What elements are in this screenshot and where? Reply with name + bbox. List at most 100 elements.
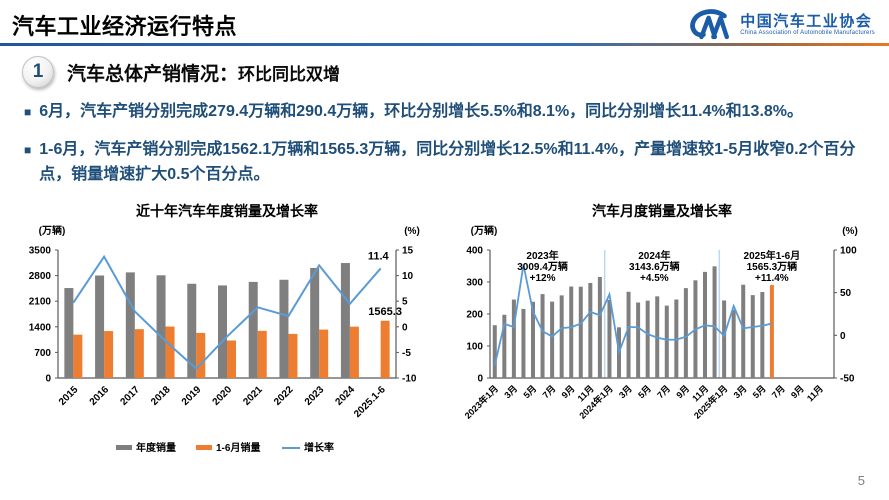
annual-sales-chart-canvas: 近十年汽车年度销量及增长率 (万辆) (%) 0 700 1400 2100 2800 3500… [29, 203, 420, 454]
bullet-item: ■ 1-6月，汽车产销分别完成1562.1万辆和1565.3万辆，同比分别增长1… [24, 138, 873, 188]
annual-sales-chart: 近十年汽车年度销量及增长率 (万辆) (%) 0 700 1400 2100 2800 3500… [4, 200, 446, 463]
bars-group [64, 263, 390, 379]
svg-text:1565.3万辆: 1565.3万辆 [747, 260, 798, 273]
svg-text:5月: 5月 [636, 384, 653, 401]
svg-text:2021: 2021 [241, 384, 265, 408]
growth-line-series [493, 264, 773, 366]
svg-text:2018: 2018 [149, 384, 173, 408]
svg-text:(%): (%) [842, 226, 858, 237]
svg-text:2016: 2016 [88, 384, 112, 408]
svg-text:5月: 5月 [751, 384, 768, 401]
svg-text:0: 0 [45, 374, 51, 385]
svg-text:(%): (%) [404, 226, 420, 237]
svg-text:11.4: 11.4 [368, 251, 390, 263]
monthly-sales-chart: 汽车月度销量及增长率 (万辆) (%) 0 100 200 300 400 -50 0 50 100 2… [446, 200, 886, 463]
svg-text:1400: 1400 [29, 323, 52, 334]
svg-text:-50: -50 [840, 374, 855, 385]
svg-text:0: 0 [477, 374, 483, 385]
section-header: 1 汽车总体产销情况：环比同比双增 [0, 46, 889, 88]
svg-text:3009.4万辆: 3009.4万辆 [517, 260, 568, 273]
monthly-sales-chart-canvas: 汽车月度销量及增长率 (万辆) (%) 0 100 200 300 400 -50 0 50 100 2… [462, 203, 858, 421]
svg-text:300: 300 [466, 278, 483, 289]
axes: 0 700 1400 2100 2800 3500 -10 -5 0 5 10 15 [29, 246, 417, 385]
logo-org-name-cn: 中国汽车工业协会 [740, 12, 873, 30]
svg-text:7月: 7月 [541, 384, 558, 401]
svg-text:3143.6万辆: 3143.6万辆 [629, 260, 680, 273]
page-title: 汽车工业经济运行特点 [12, 14, 238, 39]
svg-text:1-6月销量: 1-6月销量 [216, 441, 260, 454]
bullet-text-june: 6月，汽车产销分别完成279.4万辆和290.4万辆，环比分别增长5.5%和8.… [39, 103, 804, 120]
svg-text:2100: 2100 [29, 297, 52, 308]
svg-text:100: 100 [840, 246, 857, 257]
svg-text:10: 10 [402, 271, 414, 282]
svg-text:200: 200 [466, 310, 483, 321]
svg-text:3500: 3500 [29, 246, 52, 257]
svg-text:汽车月度销量及增长率: 汽车月度销量及增长率 [592, 203, 732, 219]
svg-text:+12%: +12% [530, 273, 556, 284]
section-title: 汽车总体产销情况：环比同比双增 [67, 59, 340, 86]
legend: 年度销量 1-6月销量 增长率 [116, 441, 334, 454]
svg-text:-10: -10 [402, 374, 417, 385]
svg-text:11月: 11月 [805, 384, 825, 404]
svg-text:近十年汽车年度销量及增长率: 近十年汽车年度销量及增长率 [136, 203, 318, 219]
svg-text:5月: 5月 [521, 384, 538, 401]
svg-text:15: 15 [402, 246, 414, 257]
slide-header: 汽车工业经济运行特点 中国汽车工业协会 China Association of… [0, 0, 889, 43]
section-title-sub: 环比同比双增 [238, 64, 341, 84]
svg-text:2800: 2800 [29, 271, 52, 282]
svg-text:+11.4%: +11.4% [755, 273, 789, 284]
svg-text:7月: 7月 [655, 384, 672, 401]
x-axis-labels: 2015 2016 2017 2018 2019 2020 2021 2022 2023 2024… [57, 384, 388, 420]
svg-text:2024: 2024 [334, 384, 358, 408]
svg-text:2025.1-6: 2025.1-6 [352, 384, 388, 420]
svg-text:(万辆): (万辆) [39, 224, 66, 237]
svg-text:2025年1-6月: 2025年1-6月 [744, 249, 801, 262]
svg-text:2019: 2019 [180, 384, 204, 408]
svg-text:100: 100 [466, 342, 483, 353]
bullet-item: ■ 6月，汽车产销分别完成279.4万辆和290.4万辆，环比分别增长5.5%和… [24, 100, 873, 125]
year-divider-lines [603, 250, 721, 379]
svg-text:9月: 9月 [789, 384, 806, 401]
page-number: 5 [857, 473, 865, 488]
svg-text:3月: 3月 [732, 384, 749, 401]
bullet-list: ■ 6月，汽车产销分别完成279.4万辆和290.4万辆，环比分别增长5.5%和… [0, 100, 889, 187]
svg-text:1565.3: 1565.3 [368, 306, 402, 318]
svg-text:0: 0 [402, 323, 408, 334]
svg-text:(万辆): (万辆) [471, 224, 498, 237]
header-divider [0, 43, 889, 46]
svg-text:9月: 9月 [674, 384, 691, 401]
svg-text:增长率: 增长率 [304, 441, 334, 454]
svg-text:2022: 2022 [272, 384, 296, 408]
svg-text:0: 0 [840, 331, 846, 342]
svg-text:-5: -5 [402, 348, 411, 359]
section-number-badge: 1 [22, 56, 54, 88]
bullet-text-h1: 1-6月，汽车产销分别完成1562.1万辆和1565.3万辆，同比分别增长12.… [39, 140, 856, 183]
svg-text:9月: 9月 [560, 384, 577, 401]
svg-text:2023: 2023 [303, 384, 327, 408]
svg-text:7月: 7月 [770, 384, 787, 401]
bullet-square-icon: ■ [24, 142, 32, 157]
svg-text:2024年: 2024年 [638, 249, 670, 262]
svg-text:2020: 2020 [211, 384, 235, 408]
svg-text:5: 5 [402, 297, 408, 308]
growth-line-series [72, 255, 382, 371]
svg-text:+4.5%: +4.5% [640, 273, 669, 284]
svg-text:年度销量: 年度销量 [136, 441, 176, 454]
svg-text:400: 400 [466, 246, 483, 257]
axes: 0 100 200 300 400 -50 0 50 100 [466, 246, 857, 385]
svg-text:2023年: 2023年 [526, 249, 558, 262]
svg-text:700: 700 [34, 348, 51, 359]
caam-logo-mark-icon [690, 9, 730, 40]
svg-text:2015: 2015 [57, 384, 81, 408]
bullet-square-icon: ■ [24, 105, 32, 119]
section-title-main: 汽车总体产销情况： [67, 63, 239, 85]
svg-text:2023年1月: 2023年1月 [462, 383, 500, 421]
svg-text:2017: 2017 [118, 384, 142, 408]
data-point-labels: 11.4 1565.3 [368, 251, 402, 318]
svg-text:3月: 3月 [502, 384, 519, 401]
logo-org-name-en: China Association of Automobile Manufact… [740, 30, 875, 37]
svg-text:3月: 3月 [617, 384, 634, 401]
caam-logo: 中国汽车工业协会 China Association of Automobile… [689, 9, 875, 41]
